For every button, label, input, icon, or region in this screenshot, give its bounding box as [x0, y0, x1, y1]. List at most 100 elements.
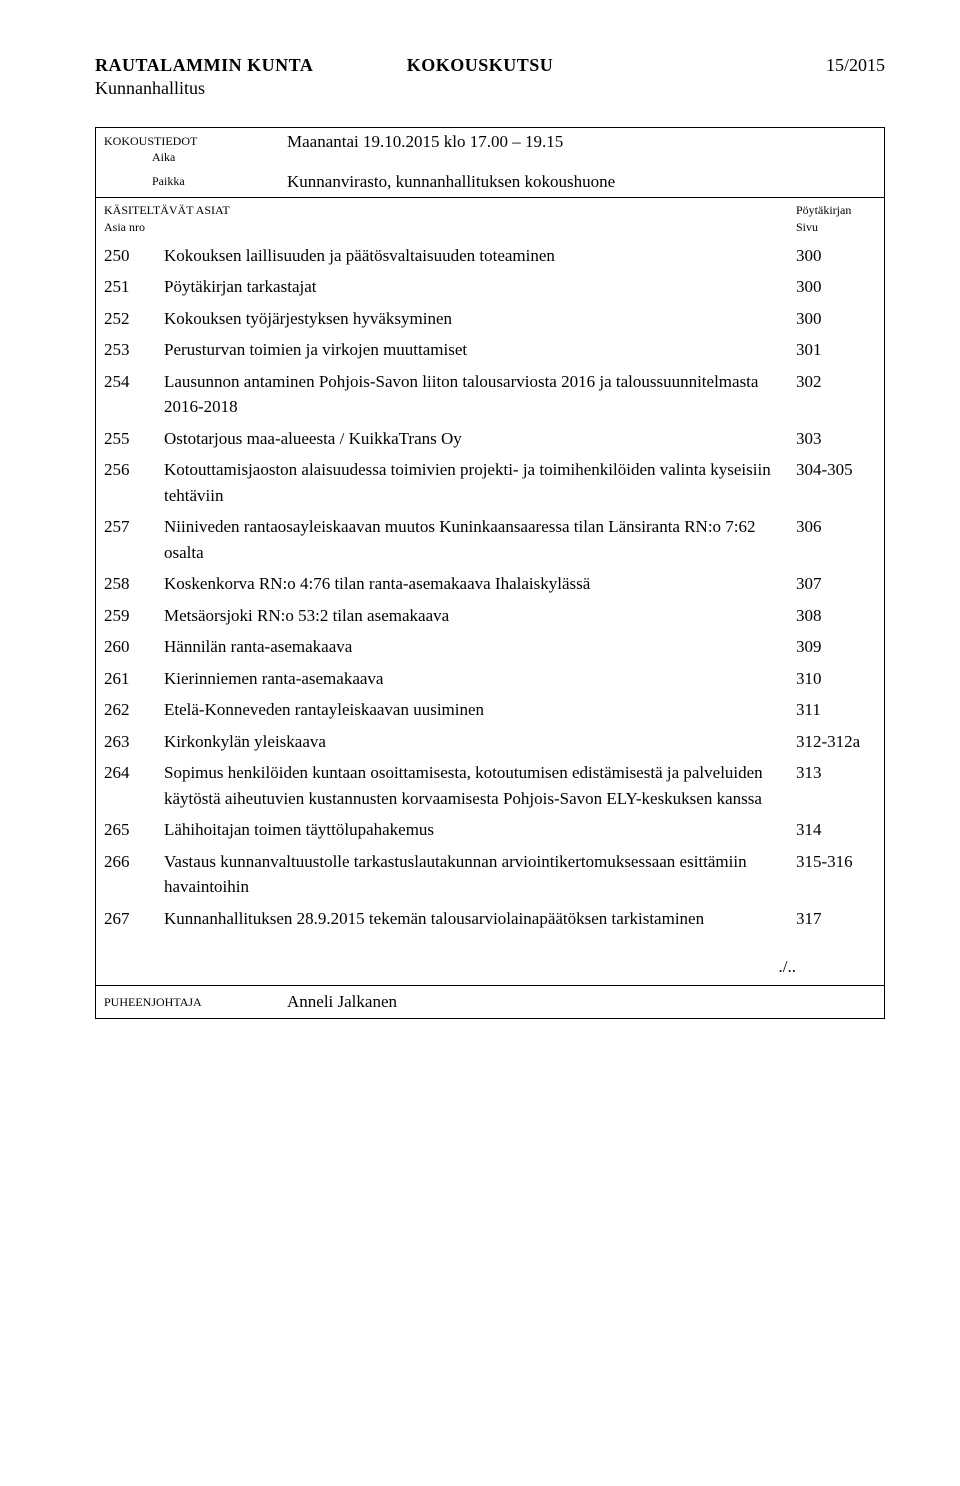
agenda-item-nro: 264	[104, 760, 164, 786]
agenda-item-page: 303	[796, 426, 876, 452]
agenda-item: 265Lähihoitajan toimen täyttölupahakemus…	[104, 817, 876, 843]
agenda-item-page: 315-316	[796, 849, 876, 875]
agenda-item-page: 313	[796, 760, 876, 786]
agenda-item-page: 317	[796, 906, 876, 932]
meeting-time-value: Maanantai 19.10.2015 klo 17.00 – 19.15	[279, 131, 876, 154]
agenda-item-page: 308	[796, 603, 876, 629]
kasiteltavat-label: KÄSITELTÄVÄT ASIAT	[104, 203, 230, 217]
agenda-item-page: 310	[796, 666, 876, 692]
agenda-item: 254Lausunnon antaminen Pohjois-Savon lii…	[104, 369, 876, 420]
agenda-item-text: Kierinniemen ranta-asemakaava	[164, 666, 796, 692]
agenda-item-text: Lausunnon antaminen Pohjois-Savon liiton…	[164, 369, 796, 420]
agenda-item-page: 307	[796, 571, 876, 597]
body-name: Kunnanhallitus	[95, 78, 885, 99]
agenda-item-nro: 253	[104, 337, 164, 363]
agenda-item-text: Ostotarjous maa-alueesta / KuikkaTrans O…	[164, 426, 796, 452]
agenda-item-nro: 255	[104, 426, 164, 452]
meeting-time-row: KOKOUSTIEDOT Aika Maanantai 19.10.2015 k…	[96, 128, 884, 168]
agenda-item-page: 300	[796, 306, 876, 332]
agenda-item-page: 311	[796, 697, 876, 723]
agenda-item-text: Kokouksen työjärjestyksen hyväksyminen	[164, 306, 796, 332]
agenda-item-text: Hännilän ranta-asemakaava	[164, 634, 796, 660]
doc-number: 15/2015	[826, 55, 885, 76]
agenda-item-text: Kunnanhallituksen 28.9.2015 tekemän talo…	[164, 906, 796, 932]
poytakirjan-label: Pöytäkirjan	[796, 203, 851, 217]
agenda-item: 253Perusturvan toimien ja virkojen muutt…	[104, 337, 876, 363]
agenda-item: 250Kokouksen laillisuuden ja päätösvalta…	[104, 243, 876, 269]
aika-label: Aika	[152, 149, 279, 165]
sivu-label: Sivu	[796, 220, 818, 234]
agenda-item-page: 314	[796, 817, 876, 843]
meeting-info-label: KOKOUSTIEDOT Aika	[104, 131, 279, 165]
agenda-item-nro: 252	[104, 306, 164, 332]
agenda-item-text: Pöytäkirjan tarkastajat	[164, 274, 796, 300]
agenda-item-text: Kokouksen laillisuuden ja päätösvaltaisu…	[164, 243, 796, 269]
agenda-item-nro: 250	[104, 243, 164, 269]
agenda-item-nro: 257	[104, 514, 164, 540]
agenda-header-right: Pöytäkirjan Sivu	[279, 202, 876, 234]
agenda-item-text: Sopimus henkilöiden kuntaan osoittamises…	[164, 760, 796, 811]
agenda-item-page: 309	[796, 634, 876, 660]
org-name: RAUTALAMMIN KUNTA	[95, 55, 313, 76]
content-frame: KOKOUSTIEDOT Aika Maanantai 19.10.2015 k…	[95, 127, 885, 1019]
agenda-item: 252Kokouksen työjärjestyksen hyväksymine…	[104, 306, 876, 332]
agenda-item: 256Kotouttamisjaoston alaisuudessa toimi…	[104, 457, 876, 508]
agenda-item-page: 302	[796, 369, 876, 395]
agenda-rows: 250Kokouksen laillisuuden ja päätösvalta…	[96, 241, 884, 946]
paikka-label-wrap: Paikka	[104, 171, 279, 189]
agenda-item-nro: 260	[104, 634, 164, 660]
asia-nro-label: Asia nro	[104, 219, 279, 235]
agenda-item-nro: 263	[104, 729, 164, 755]
agenda-item-page: 304-305	[796, 457, 876, 483]
agenda-item-nro: 256	[104, 457, 164, 483]
agenda-item-text: Koskenkorva RN:o 4:76 tilan ranta-asemak…	[164, 571, 796, 597]
agenda-header: KÄSITELTÄVÄT ASIAT Asia nro Pöytäkirjan …	[96, 198, 884, 240]
agenda-item: 267Kunnanhallituksen 28.9.2015 tekemän t…	[104, 906, 876, 932]
agenda-item-text: Kotouttamisjaoston alaisuudessa toimivie…	[164, 457, 796, 508]
agenda-item-nro: 261	[104, 666, 164, 692]
agenda-item: 259Metsäorsjoki RN:o 53:2 tilan asemakaa…	[104, 603, 876, 629]
puheenjohtaja-label: PUHEENJOHTAJA	[104, 995, 279, 1010]
meeting-place-value: Kunnanvirasto, kunnanhallituksen kokoush…	[279, 171, 876, 194]
agenda-item-text: Etelä-Konneveden rantayleiskaavan uusimi…	[164, 697, 796, 723]
paikka-label: Paikka	[152, 173, 279, 189]
agenda-item: 266Vastaus kunnanvaltuustolle tarkastusl…	[104, 849, 876, 900]
agenda-item-page: 300	[796, 274, 876, 300]
agenda-item-text: Vastaus kunnanvaltuustolle tarkastuslaut…	[164, 849, 796, 900]
agenda-item: 257Niiniveden rantaosayleiskaavan muutos…	[104, 514, 876, 565]
agenda-item: 261Kierinniemen ranta-asemakaava310	[104, 666, 876, 692]
agenda-item-page: 300	[796, 243, 876, 269]
agenda-item-nro: 254	[104, 369, 164, 395]
document-page: RAUTALAMMIN KUNTA KOKOUSKUTSU 15/2015 Ku…	[0, 0, 960, 1059]
header-row: RAUTALAMMIN KUNTA KOKOUSKUTSU 15/2015	[95, 55, 885, 76]
agenda-item-text: Metsäorsjoki RN:o 53:2 tilan asemakaava	[164, 603, 796, 629]
agenda-item-nro: 266	[104, 849, 164, 875]
agenda-item-text: Perusturvan toimien ja virkojen muuttami…	[164, 337, 796, 363]
doc-type: KOKOUSKUTSU	[407, 55, 554, 76]
agenda-item-page: 306	[796, 514, 876, 540]
agenda-item: 262Etelä-Konneveden rantayleiskaavan uus…	[104, 697, 876, 723]
chair-name: Anneli Jalkanen	[279, 992, 397, 1012]
chair-row: PUHEENJOHTAJA Anneli Jalkanen	[96, 985, 884, 1018]
agenda-item: 255Ostotarjous maa-alueesta / KuikkaTran…	[104, 426, 876, 452]
meeting-place-row: Paikka Kunnanvirasto, kunnanhallituksen …	[96, 168, 884, 198]
agenda-item-text: Niiniveden rantaosayleiskaavan muutos Ku…	[164, 514, 796, 565]
agenda-item: 251Pöytäkirjan tarkastajat300	[104, 274, 876, 300]
agenda-item-nro: 262	[104, 697, 164, 723]
agenda-item-nro: 259	[104, 603, 164, 629]
agenda-item-page: 312-312a	[796, 729, 876, 755]
agenda-item-text: Kirkonkylän yleiskaava	[164, 729, 796, 755]
agenda-item-nro: 251	[104, 274, 164, 300]
continuation-mark: ./..	[96, 945, 884, 985]
agenda-item: 264Sopimus henkilöiden kuntaan osoittami…	[104, 760, 876, 811]
agenda-item-nro: 258	[104, 571, 164, 597]
agenda-item-text: Lähihoitajan toimen täyttölupahakemus	[164, 817, 796, 843]
agenda-item-nro: 265	[104, 817, 164, 843]
agenda-item: 260Hännilän ranta-asemakaava309	[104, 634, 876, 660]
agenda-item: 263Kirkonkylän yleiskaava312-312a	[104, 729, 876, 755]
agenda-section-label: KÄSITELTÄVÄT ASIAT Asia nro	[104, 202, 279, 234]
kokoustiedot-label: KOKOUSTIEDOT	[104, 134, 197, 148]
agenda-item-nro: 267	[104, 906, 164, 932]
agenda-item: 258Koskenkorva RN:o 4:76 tilan ranta-ase…	[104, 571, 876, 597]
agenda-item-page: 301	[796, 337, 876, 363]
